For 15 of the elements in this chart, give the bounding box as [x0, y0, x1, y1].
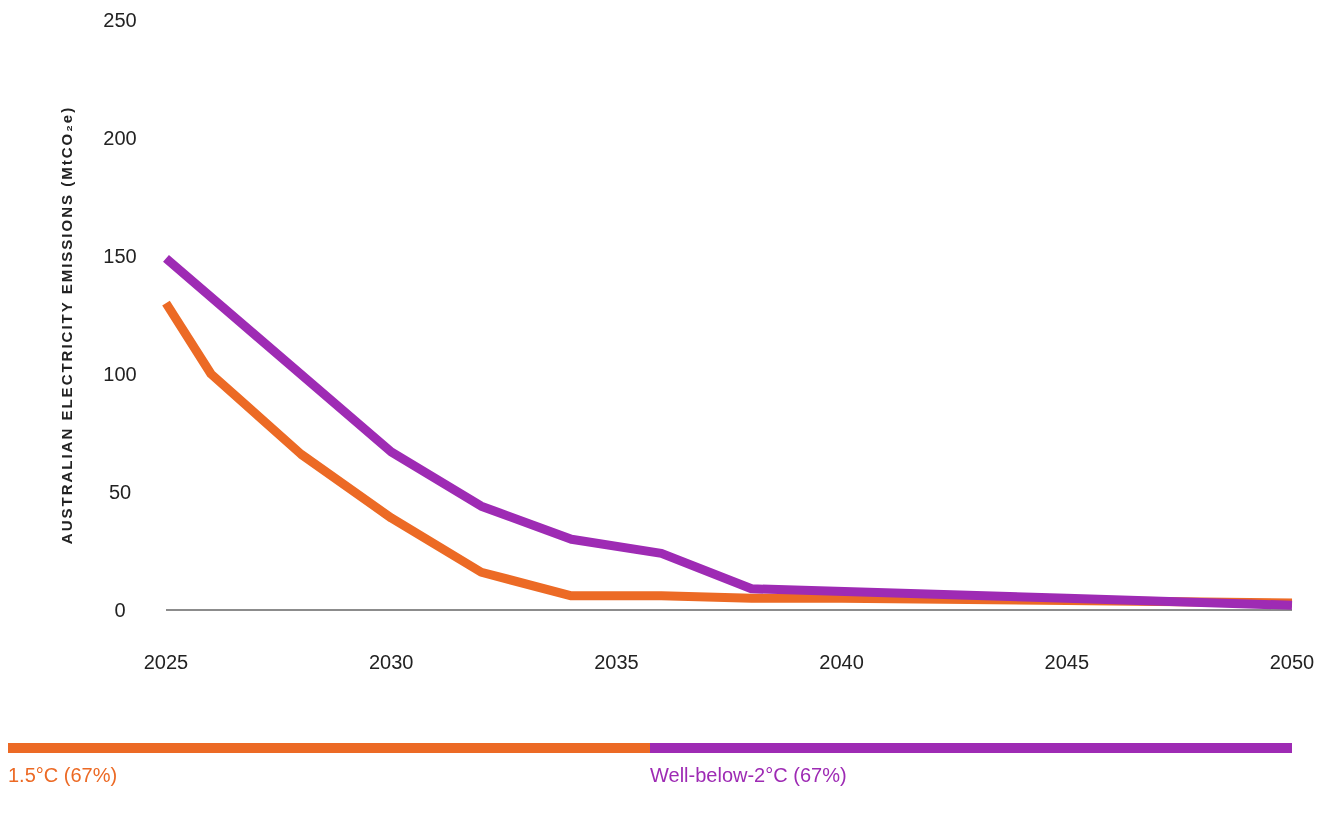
x-tick-label: 2035	[594, 651, 639, 673]
y-tick-label: 200	[103, 127, 137, 149]
text: 1.5°C (67%)	[8, 764, 118, 786]
x-tick-label: 2025	[143, 651, 189, 673]
x-tick-label: 2045	[1044, 651, 1090, 673]
x-tick-label: 2030	[368, 651, 414, 673]
y-tick-label: 50	[108, 481, 132, 503]
y-tick-label: 0	[114, 599, 126, 621]
x-tick-label: 2040	[819, 651, 864, 673]
y-tick-label: 250	[103, 9, 137, 31]
y-tick-label: 100	[103, 363, 137, 385]
x-tick-label: 2050	[1269, 651, 1315, 673]
y-axis-title: AUSTRALIAN ELECTRICITY EMISSIONS (MtCO₂e)	[58, 105, 75, 545]
y-tick-label: 150	[103, 245, 137, 267]
text: Well-below-2°C (67%)	[650, 764, 847, 786]
